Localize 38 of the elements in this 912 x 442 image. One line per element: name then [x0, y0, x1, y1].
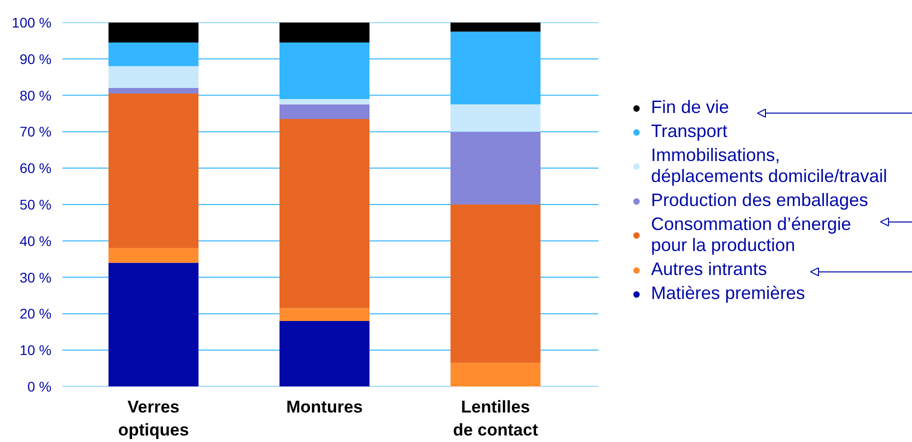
- bar: [450, 362, 540, 386]
- legend-label: Matières premières: [651, 283, 806, 304]
- bar: [108, 248, 198, 263]
- y-tick-label: 80 %: [20, 87, 52, 104]
- bar: [108, 262, 198, 386]
- x-tick-label: Montures: [286, 398, 363, 416]
- x-tick-label: Verres optiques: [118, 398, 189, 440]
- bar: [108, 66, 198, 88]
- bar: [280, 22, 370, 43]
- y-tick-label: 60 %: [20, 160, 52, 176]
- y-tick-label: 40 %: [20, 232, 52, 249]
- legend-label: Consommation d’énergie pour la production: [651, 214, 852, 256]
- bar: [108, 93, 198, 248]
- bar: [450, 22, 540, 32]
- x-tick-label: Lentilles de contact: [452, 398, 538, 440]
- y-tick-label: 0 %: [27, 378, 52, 394]
- bar: [280, 320, 370, 386]
- legend-label: Production des emballages: [651, 190, 868, 211]
- bar: [450, 104, 540, 132]
- y-tick-label: 90 %: [20, 50, 52, 67]
- legend-label: Fin de vie: [651, 97, 730, 118]
- y-tick-label: 10 %: [20, 342, 52, 358]
- y-tick-label: 70 %: [20, 124, 52, 140]
- bar: [108, 22, 198, 43]
- bar: [280, 98, 370, 104]
- bar: [280, 118, 370, 308]
- y-tick-label: 30 %: [20, 269, 52, 286]
- bar: [450, 204, 540, 363]
- legend-label: Transport: [651, 121, 728, 142]
- y-tick-label: 20 %: [20, 306, 52, 322]
- legend-label: Autres intrants: [651, 259, 768, 280]
- bar: [108, 88, 198, 94]
- legend-label: Immobilisations, déplacements domicile/travail: [651, 145, 888, 187]
- bar: [450, 132, 540, 204]
- bar: [280, 308, 370, 321]
- y-tick-label: 50 %: [20, 196, 52, 212]
- y-tick-label: 100 %: [12, 14, 52, 30]
- bar: [280, 104, 370, 119]
